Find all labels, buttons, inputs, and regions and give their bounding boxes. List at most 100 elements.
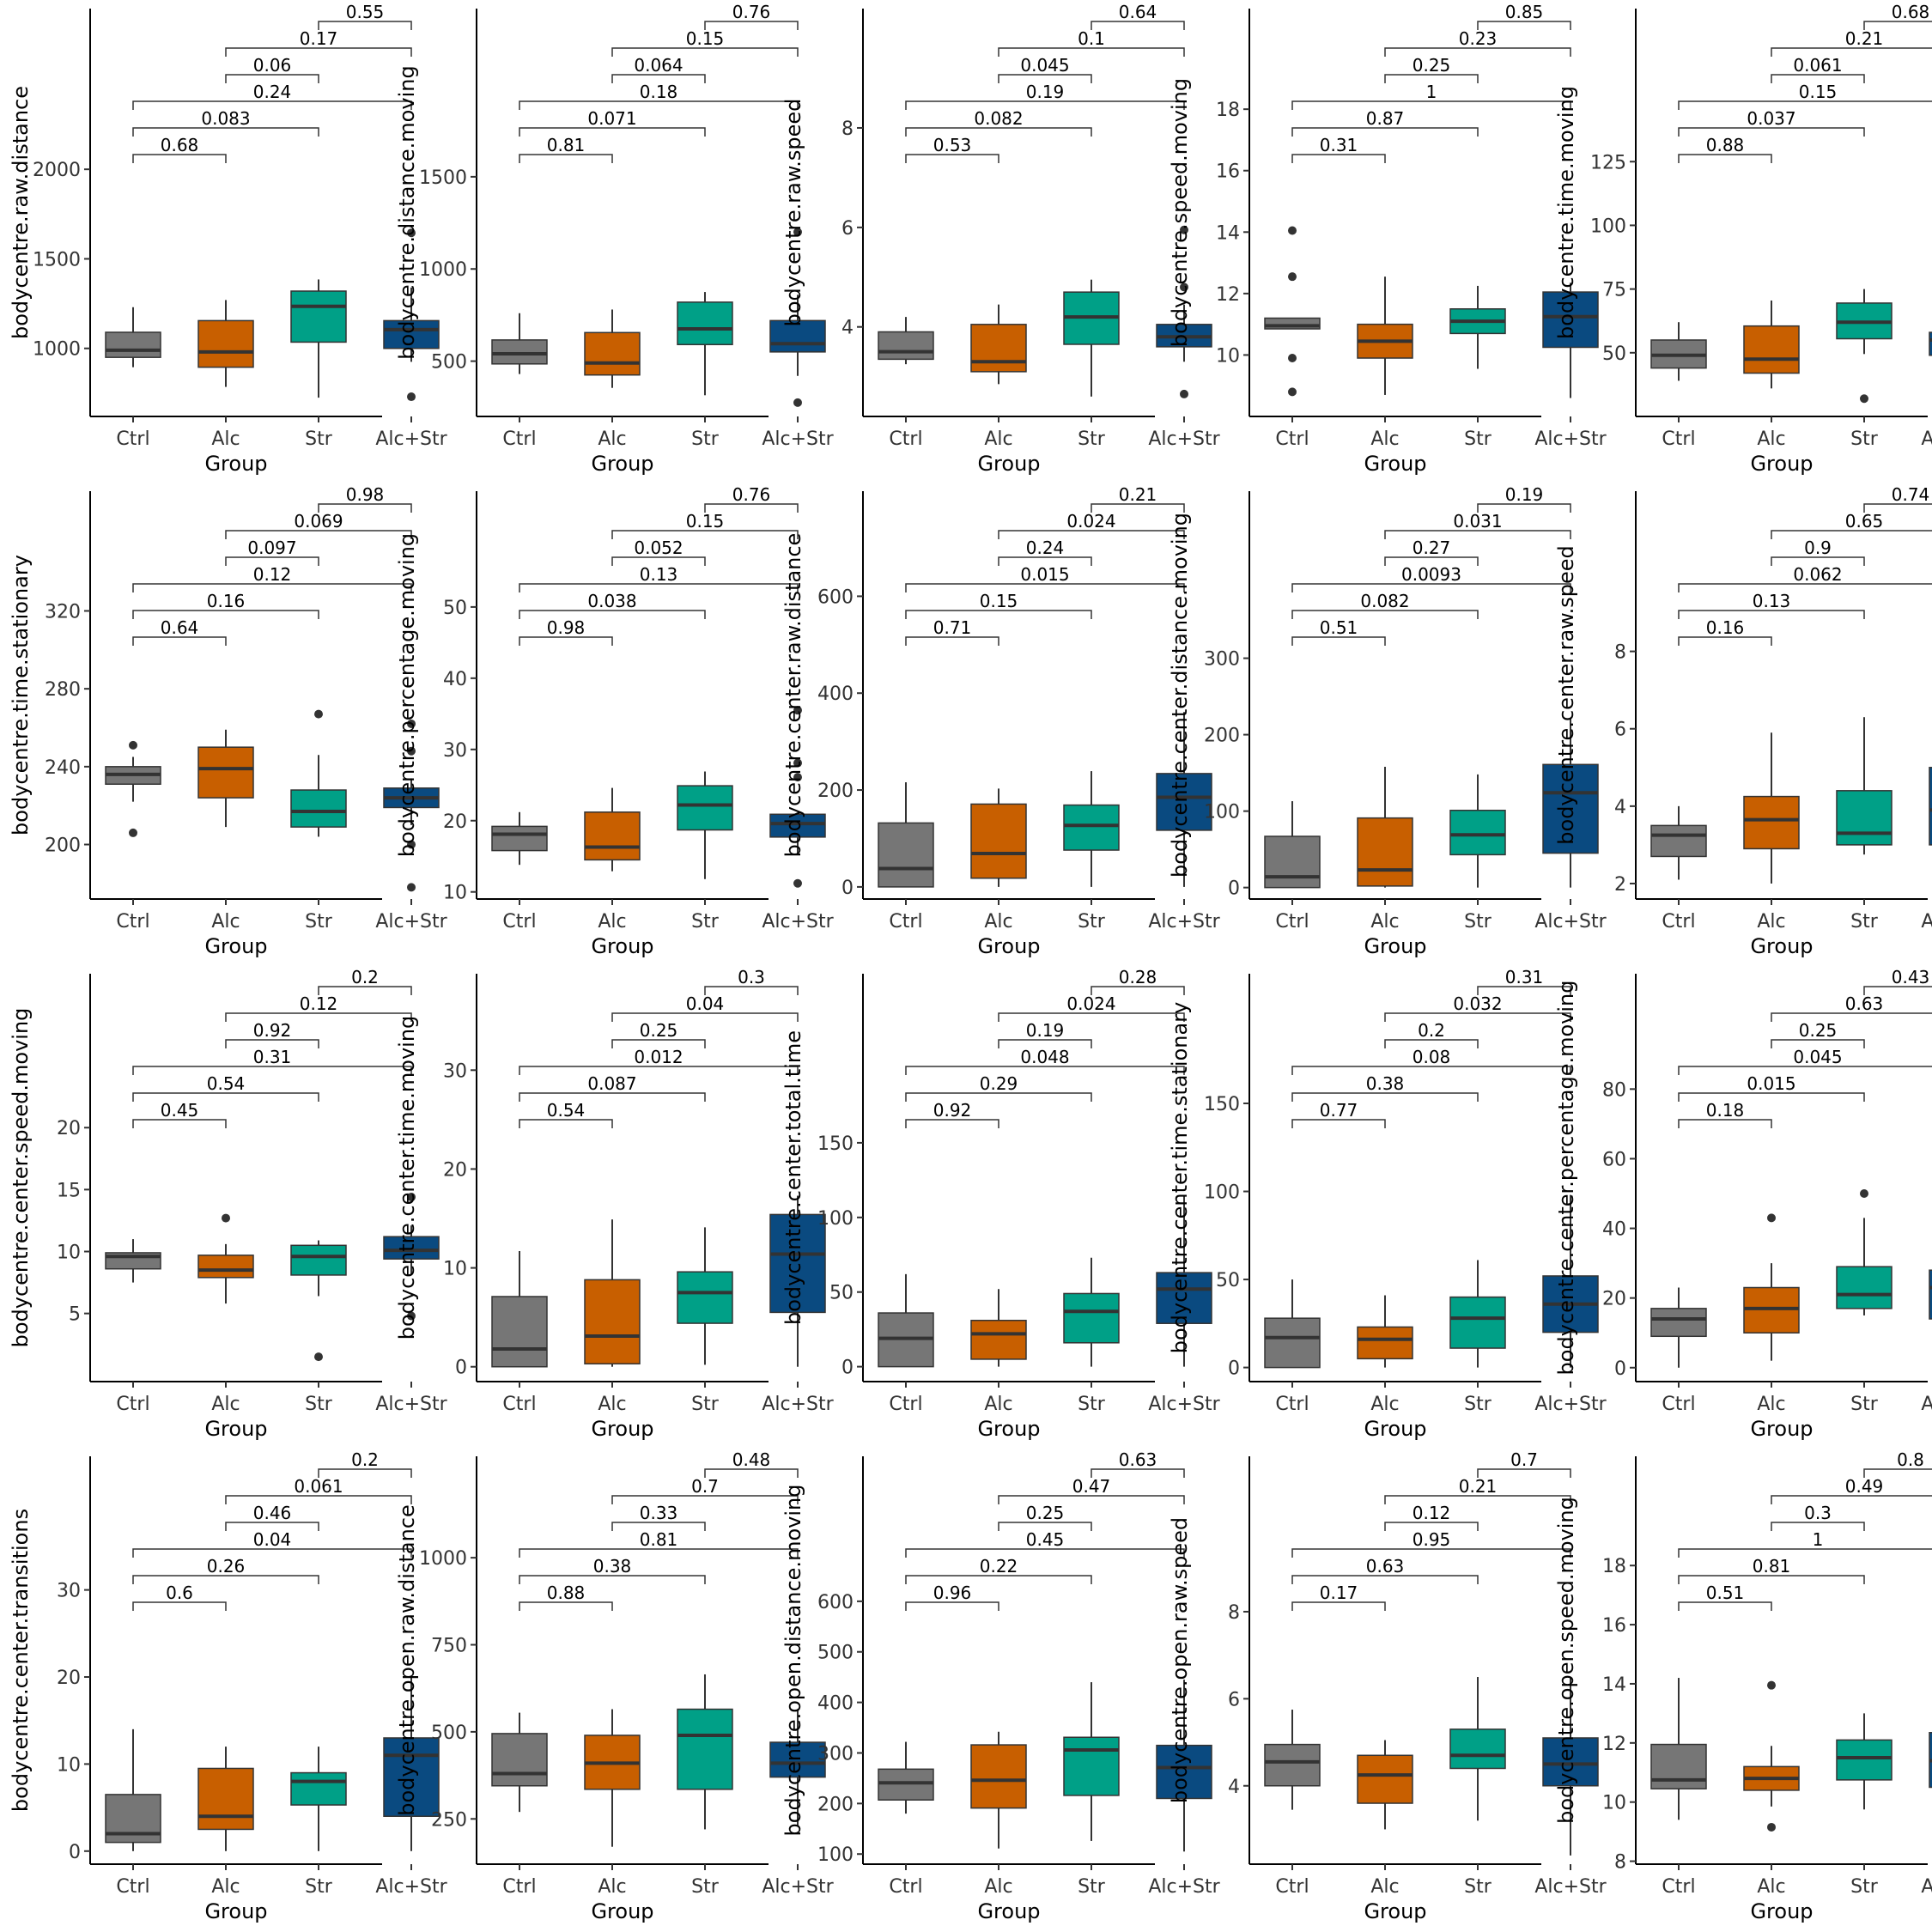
x-tick-label: Alc+Str bbox=[1921, 428, 1932, 450]
y-tick-label: 400 bbox=[817, 683, 854, 705]
y-tick-label: 40 bbox=[1602, 1219, 1626, 1241]
p-value-label: 0.08 bbox=[1413, 1047, 1451, 1067]
outlier-point bbox=[1767, 1213, 1776, 1223]
p-value-label: 0.12 bbox=[300, 993, 338, 1014]
outlier-point bbox=[129, 828, 137, 837]
box-body bbox=[383, 319, 440, 349]
y-tick-label: 150 bbox=[1204, 1094, 1240, 1115]
p-value-label: 0.27 bbox=[1413, 538, 1451, 558]
p-value-label: 0.097 bbox=[247, 538, 296, 558]
outlier-point bbox=[129, 740, 137, 750]
significance-bracket bbox=[704, 503, 799, 513]
p-value-label: 0.31 bbox=[253, 1047, 292, 1067]
x-tick-label: Str bbox=[691, 1876, 720, 1898]
p-value-label: 0.024 bbox=[1066, 993, 1115, 1014]
y-tick-label: 1500 bbox=[419, 167, 467, 189]
significance-bracket bbox=[1477, 1468, 1571, 1478]
box-body bbox=[1357, 1326, 1413, 1360]
p-value-label: 0.64 bbox=[1119, 2, 1157, 22]
box-body bbox=[491, 1296, 548, 1368]
p-value-label: 0.28 bbox=[1119, 967, 1157, 987]
box-body bbox=[1929, 331, 1932, 356]
significance-bracket bbox=[132, 154, 227, 163]
significance-bracket bbox=[1771, 1039, 1865, 1048]
p-value-label: 0.15 bbox=[686, 28, 725, 49]
significance-bracket bbox=[1477, 21, 1571, 30]
p-value-label: 0.061 bbox=[294, 1476, 343, 1497]
x-tick-label: Alc+Str bbox=[1148, 428, 1220, 450]
p-value-label: 0.31 bbox=[1505, 967, 1544, 987]
x-tick-label: Alc bbox=[211, 428, 240, 450]
x-tick-label: Alc bbox=[598, 1394, 626, 1415]
significance-bracket bbox=[519, 1548, 799, 1558]
box-body bbox=[197, 1767, 254, 1831]
y-tick-label: 200 bbox=[817, 781, 854, 802]
p-value-label: 0.43 bbox=[1892, 967, 1930, 987]
box-body bbox=[1357, 1754, 1413, 1804]
box-body bbox=[878, 331, 934, 361]
significance-bracket bbox=[998, 1522, 1092, 1531]
p-value-label: 0.2 bbox=[351, 1449, 379, 1470]
x-tick-label: Alc+Str bbox=[1148, 911, 1220, 933]
significance-bracket bbox=[998, 1012, 1185, 1022]
boxplot-panel: 2 4 6 8 bodycentre.center.raw.speed Ctrl Alc St… bbox=[1554, 484, 1932, 958]
x-tick-label: Str bbox=[691, 911, 720, 933]
significance-bracket bbox=[1384, 1012, 1571, 1022]
significance-bracket bbox=[1678, 1601, 1772, 1611]
boxplot-panel: 10 20 30 40 50 bodycentre.percentage.moving Ct… bbox=[395, 484, 835, 958]
p-value-label: 0.2 bbox=[351, 967, 379, 987]
box-body bbox=[769, 1213, 826, 1314]
significance-bracket bbox=[611, 1495, 799, 1504]
significance-bracket bbox=[1678, 583, 1932, 592]
p-value-label: 0.8 bbox=[1897, 1449, 1924, 1470]
y-tick-label: 6 bbox=[1228, 1689, 1240, 1710]
p-value-label: 0.082 bbox=[1360, 591, 1409, 611]
x-axis-title: Group bbox=[204, 1899, 267, 1923]
p-value-label: 0.15 bbox=[686, 511, 725, 532]
x-tick-label: Str bbox=[1078, 1876, 1106, 1898]
box-body bbox=[1650, 824, 1707, 858]
boxplot-panel: 0 50 100 150 bodycentre.center.time.stationa… bbox=[1168, 967, 1607, 1441]
y-tick-label: 1500 bbox=[33, 249, 81, 270]
y-tick-label: 100 bbox=[1204, 802, 1240, 823]
significance-bracket bbox=[905, 154, 999, 163]
p-value-label: 0.18 bbox=[1706, 1100, 1745, 1121]
significance-bracket bbox=[1291, 1092, 1479, 1102]
outlier-point bbox=[222, 1213, 230, 1223]
y-tick-label: 6 bbox=[1614, 720, 1626, 741]
significance-bracket bbox=[132, 1601, 227, 1611]
box-body bbox=[491, 339, 548, 365]
box-body bbox=[491, 825, 548, 852]
boxplot-panel: 0 10 20 30 bodycentre.center.time.moving Ctrl… bbox=[395, 967, 835, 1441]
significance-bracket bbox=[1678, 127, 1865, 137]
p-value-label: 0.22 bbox=[980, 1556, 1018, 1577]
p-value-label: 0.024 bbox=[1066, 511, 1115, 532]
box-body bbox=[1743, 325, 1800, 374]
boxplot-panel: 50 75 100 125 bodycentre.time.moving Ctrl Alc S… bbox=[1554, 2, 1932, 476]
p-value-label: 0.38 bbox=[1366, 1073, 1405, 1094]
x-tick-label: Ctrl bbox=[1275, 428, 1309, 450]
significance-bracket bbox=[611, 47, 799, 57]
p-value-label: 0.31 bbox=[1320, 135, 1358, 155]
x-axis-title: Group bbox=[1364, 1899, 1426, 1923]
y-tick-label: 20 bbox=[57, 1668, 81, 1689]
significance-bracket bbox=[998, 556, 1092, 566]
box-body bbox=[491, 1733, 548, 1787]
x-tick-label: Alc+Str bbox=[762, 428, 834, 450]
y-axis-title: bodycentre.distance.moving bbox=[395, 65, 419, 359]
box-body bbox=[878, 822, 934, 888]
significance-bracket bbox=[318, 986, 412, 995]
y-tick-label: 14 bbox=[1216, 222, 1240, 244]
p-value-label: 0.46 bbox=[253, 1503, 292, 1523]
significance-bracket bbox=[998, 74, 1092, 83]
x-tick-label: Ctrl bbox=[116, 1876, 149, 1898]
outlier-point bbox=[407, 719, 416, 728]
x-tick-label: Ctrl bbox=[1275, 911, 1309, 933]
significance-bracket bbox=[132, 1548, 412, 1558]
significance-bracket bbox=[1771, 556, 1865, 566]
outlier-point bbox=[1288, 387, 1297, 397]
p-value-label: 0.15 bbox=[1799, 82, 1838, 102]
significance-bracket bbox=[1771, 47, 1932, 57]
outlier-point bbox=[1767, 1822, 1776, 1832]
significance-bracket bbox=[1091, 1468, 1185, 1478]
